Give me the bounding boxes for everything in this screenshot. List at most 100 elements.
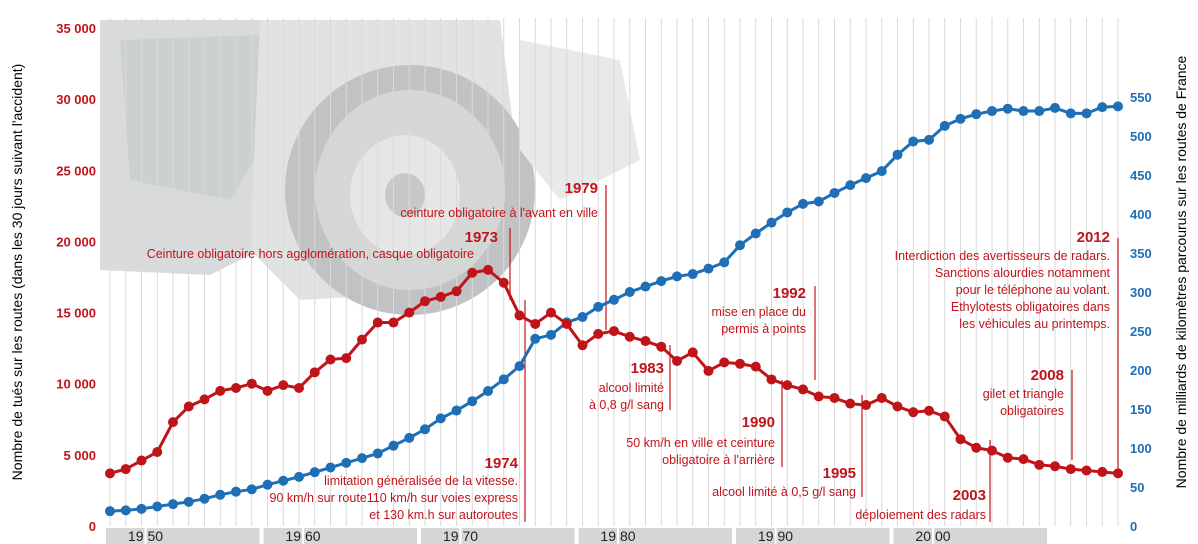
deaths-point — [656, 341, 667, 352]
deaths-point — [861, 400, 871, 411]
decade-label: 19 60 — [285, 528, 320, 544]
deaths-point — [1034, 459, 1045, 470]
annotation-text: pour le téléphone au volant. — [956, 283, 1110, 297]
distance-point — [388, 440, 399, 451]
annotation-year: 1990 — [742, 414, 775, 431]
right-tick-label: 250 — [1130, 324, 1152, 339]
distance-point — [341, 457, 352, 468]
distance-point — [404, 432, 415, 443]
deaths-point — [1002, 452, 1013, 463]
deaths-point — [829, 392, 840, 403]
distance-point — [703, 263, 714, 274]
series-deaths — [105, 264, 1123, 479]
decade-band — [106, 528, 260, 544]
deaths-point — [231, 382, 241, 393]
distance-point — [640, 281, 651, 292]
distance-point — [262, 479, 273, 490]
annotation-text: 50 km/h en ville et ceinture — [626, 436, 775, 450]
distance-point — [325, 462, 336, 473]
deaths-point — [987, 445, 997, 456]
left-tick-label: 20 000 — [56, 234, 96, 249]
left-tick-label: 0 — [89, 519, 96, 534]
deaths-point — [624, 331, 635, 342]
annotation-text: obligatoire à l'arrière — [662, 453, 775, 467]
distance-point — [546, 329, 556, 340]
annotation-text: gilet et triangle — [983, 387, 1064, 401]
distance-point — [278, 475, 289, 486]
deaths-point — [924, 405, 934, 416]
deaths-point — [1018, 454, 1029, 465]
deaths-point — [640, 336, 651, 347]
deaths-point — [404, 307, 415, 318]
annotation-text: déploiement des radars — [855, 508, 986, 522]
distance-point — [845, 180, 856, 191]
right-axis-ticks: 0 50 100 150 200 250 300 350 400 450 500 550 — [1130, 90, 1152, 534]
annotation-2012: 2012 Interdiction des avertisseurs de rad… — [895, 229, 1119, 470]
deaths-point — [687, 347, 698, 358]
deaths-point — [215, 385, 226, 396]
deaths-point — [1065, 464, 1076, 475]
distance-point — [939, 120, 950, 131]
deaths-point — [798, 384, 808, 395]
left-tick-label: 5 000 — [63, 448, 96, 463]
deaths-point — [120, 464, 131, 475]
annotation-1983: 1983 alcool limité à 0,8 g/l sang — [589, 345, 671, 412]
deaths-point — [420, 296, 430, 307]
distance-point — [105, 506, 115, 517]
right-tick-label: 400 — [1130, 207, 1152, 222]
decade-label: 19 80 — [600, 528, 635, 544]
deaths-point — [719, 357, 730, 368]
deaths-point — [372, 317, 383, 328]
deaths-point — [514, 310, 525, 321]
annotation-year: 2003 — [953, 487, 986, 504]
deaths-point — [908, 407, 919, 418]
deaths-point — [388, 317, 399, 328]
distance-point — [955, 113, 966, 124]
deaths-point — [971, 442, 982, 453]
annotation-text: mise en place du — [711, 305, 806, 319]
deaths-point — [183, 401, 194, 412]
annotation-year: 1973 — [465, 229, 498, 246]
annotation-1990: 1990 50 km/h en ville et ceinture obligato… — [626, 380, 783, 467]
decade-band — [736, 528, 890, 544]
annotation-2008: 2008 gilet et triangle obligatoires — [983, 367, 1073, 460]
distance-point — [372, 448, 383, 459]
distance-point — [987, 106, 997, 117]
distance-point — [829, 187, 840, 198]
deaths-point — [435, 291, 446, 302]
decade-band — [893, 528, 1047, 544]
annotation-text: obligatoires — [1000, 404, 1064, 418]
annotation-text: 90 km/h sur route110 km/h sur voies expr… — [270, 491, 519, 505]
deaths-point — [341, 353, 352, 364]
deaths-point — [530, 318, 541, 329]
distance-point — [782, 207, 793, 218]
annotation-text: alcool limité à 0,5 g/l sang — [712, 485, 856, 499]
distance-point — [483, 386, 493, 397]
distance-point — [924, 134, 934, 145]
left-axis-ticks: 0 5 000 10 000 15 000 20 000 25 000 30 000 35 0… — [56, 21, 96, 534]
deaths-point — [593, 328, 604, 339]
annotation-year: 1983 — [631, 360, 664, 377]
distance-point — [1050, 102, 1060, 113]
decade-label: 19 50 — [128, 528, 163, 544]
deaths-point — [766, 374, 777, 385]
distance-point — [1034, 106, 1045, 117]
right-tick-label: 50 — [1130, 480, 1144, 495]
distance-point — [1065, 108, 1076, 119]
deaths-point — [703, 365, 714, 376]
deaths-point — [325, 354, 336, 365]
annotation-text: à 0,8 g/l sang — [589, 398, 664, 412]
right-tick-label: 200 — [1130, 363, 1152, 378]
distance-point — [735, 240, 745, 251]
distance-point — [530, 333, 541, 344]
distance-point — [498, 374, 509, 385]
decade-label: 19 70 — [443, 528, 478, 544]
deaths-point — [262, 385, 273, 396]
distance-point — [577, 311, 588, 322]
deaths-point — [1097, 466, 1108, 477]
right-tick-label: 450 — [1130, 168, 1152, 183]
deaths-point — [892, 401, 903, 412]
right-tick-label: 300 — [1130, 285, 1152, 300]
distance-point — [672, 271, 682, 282]
